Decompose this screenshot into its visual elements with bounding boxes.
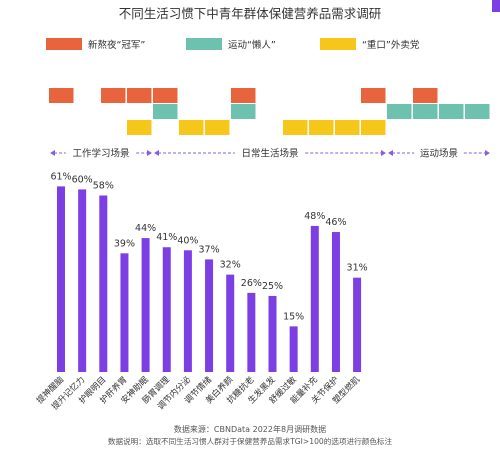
scenario-label: 运动场景 — [420, 149, 458, 160]
data-label: 15% — [283, 311, 304, 322]
scenario-arrowhead-left — [388, 150, 393, 156]
highlight-cell-yellow — [309, 120, 334, 135]
bar — [331, 232, 340, 372]
data-label: 31% — [347, 263, 368, 274]
bar — [310, 225, 319, 372]
legend-swatch-teal — [186, 38, 222, 50]
bar — [57, 186, 65, 372]
bar — [141, 238, 150, 372]
highlight-cell-orange — [127, 88, 152, 103]
highlight-cell-yellow — [361, 120, 386, 135]
bar — [78, 189, 87, 372]
data-label: 46% — [325, 217, 346, 228]
highlight-cell-yellow — [205, 120, 230, 135]
highlight-cell-orange — [361, 88, 386, 103]
data-note: 数据说明：选取不同生活习惯人群对于保健营养品需求TGI>100的选项进行颜色标注 — [108, 436, 393, 446]
highlight-cell-teal — [439, 104, 464, 119]
legend-swatch-yellow — [320, 38, 356, 50]
highlight-cell-orange — [49, 88, 74, 103]
bar — [289, 326, 298, 372]
bar — [162, 247, 171, 372]
chart-title: 不同生活习惯下中青年群体保健营养品需求调研 — [119, 6, 382, 21]
data-label: 26% — [241, 278, 262, 289]
scenario-arrowhead-left — [154, 150, 159, 156]
bar — [183, 250, 192, 372]
highlight-cell-orange — [231, 88, 256, 103]
legend-label-yellow: “重口”外卖党 — [362, 39, 420, 51]
data-label: 44% — [135, 223, 156, 234]
scenario-label: 工作学习场景 — [72, 148, 129, 160]
data-label: 40% — [177, 235, 198, 246]
scenario-arrowhead-right — [485, 150, 490, 156]
legend-label-orange: 新熬夜“冠军” — [88, 39, 145, 51]
highlight-cell-teal — [465, 104, 490, 119]
scenario-arrowhead-right — [381, 150, 386, 156]
highlight-cell-teal — [387, 104, 412, 119]
scenario-arrowhead-right — [147, 150, 152, 156]
highlight-cell-yellow — [179, 120, 204, 135]
bar — [353, 277, 362, 372]
bar — [268, 295, 277, 372]
data-label: 60% — [72, 174, 93, 185]
highlight-cell-teal — [153, 104, 178, 119]
bar — [226, 274, 235, 372]
highlight-cell-teal — [231, 104, 256, 119]
source-note: 数据来源：CBNData 2022年8月调研数据 — [174, 424, 326, 434]
highlight-cell-yellow — [283, 120, 308, 135]
data-label: 61% — [50, 171, 71, 182]
data-label: 25% — [262, 281, 283, 292]
legend-swatch-orange — [46, 38, 82, 50]
data-label: 32% — [220, 260, 241, 271]
data-label: 39% — [114, 238, 135, 249]
data-label: 41% — [156, 232, 177, 243]
bar — [99, 195, 108, 372]
highlight-cell-orange — [413, 88, 438, 103]
highlight-cell-yellow — [127, 120, 152, 135]
bar — [205, 259, 214, 372]
data-label: 58% — [93, 181, 114, 192]
scenario-arrowhead-left — [50, 150, 55, 156]
data-label: 48% — [304, 211, 325, 222]
scenario-label: 日常生活场景 — [241, 148, 298, 160]
bar — [247, 292, 256, 372]
corner-decoration — [492, 0, 500, 12]
highlight-cell-orange — [153, 88, 178, 103]
legend-label-teal: 运动“懒人” — [228, 39, 276, 51]
highlight-cell-teal — [413, 104, 438, 119]
highlight-cell-orange — [101, 88, 126, 103]
data-label: 37% — [198, 244, 219, 255]
highlight-cell-yellow — [335, 120, 360, 135]
bar — [120, 253, 129, 372]
